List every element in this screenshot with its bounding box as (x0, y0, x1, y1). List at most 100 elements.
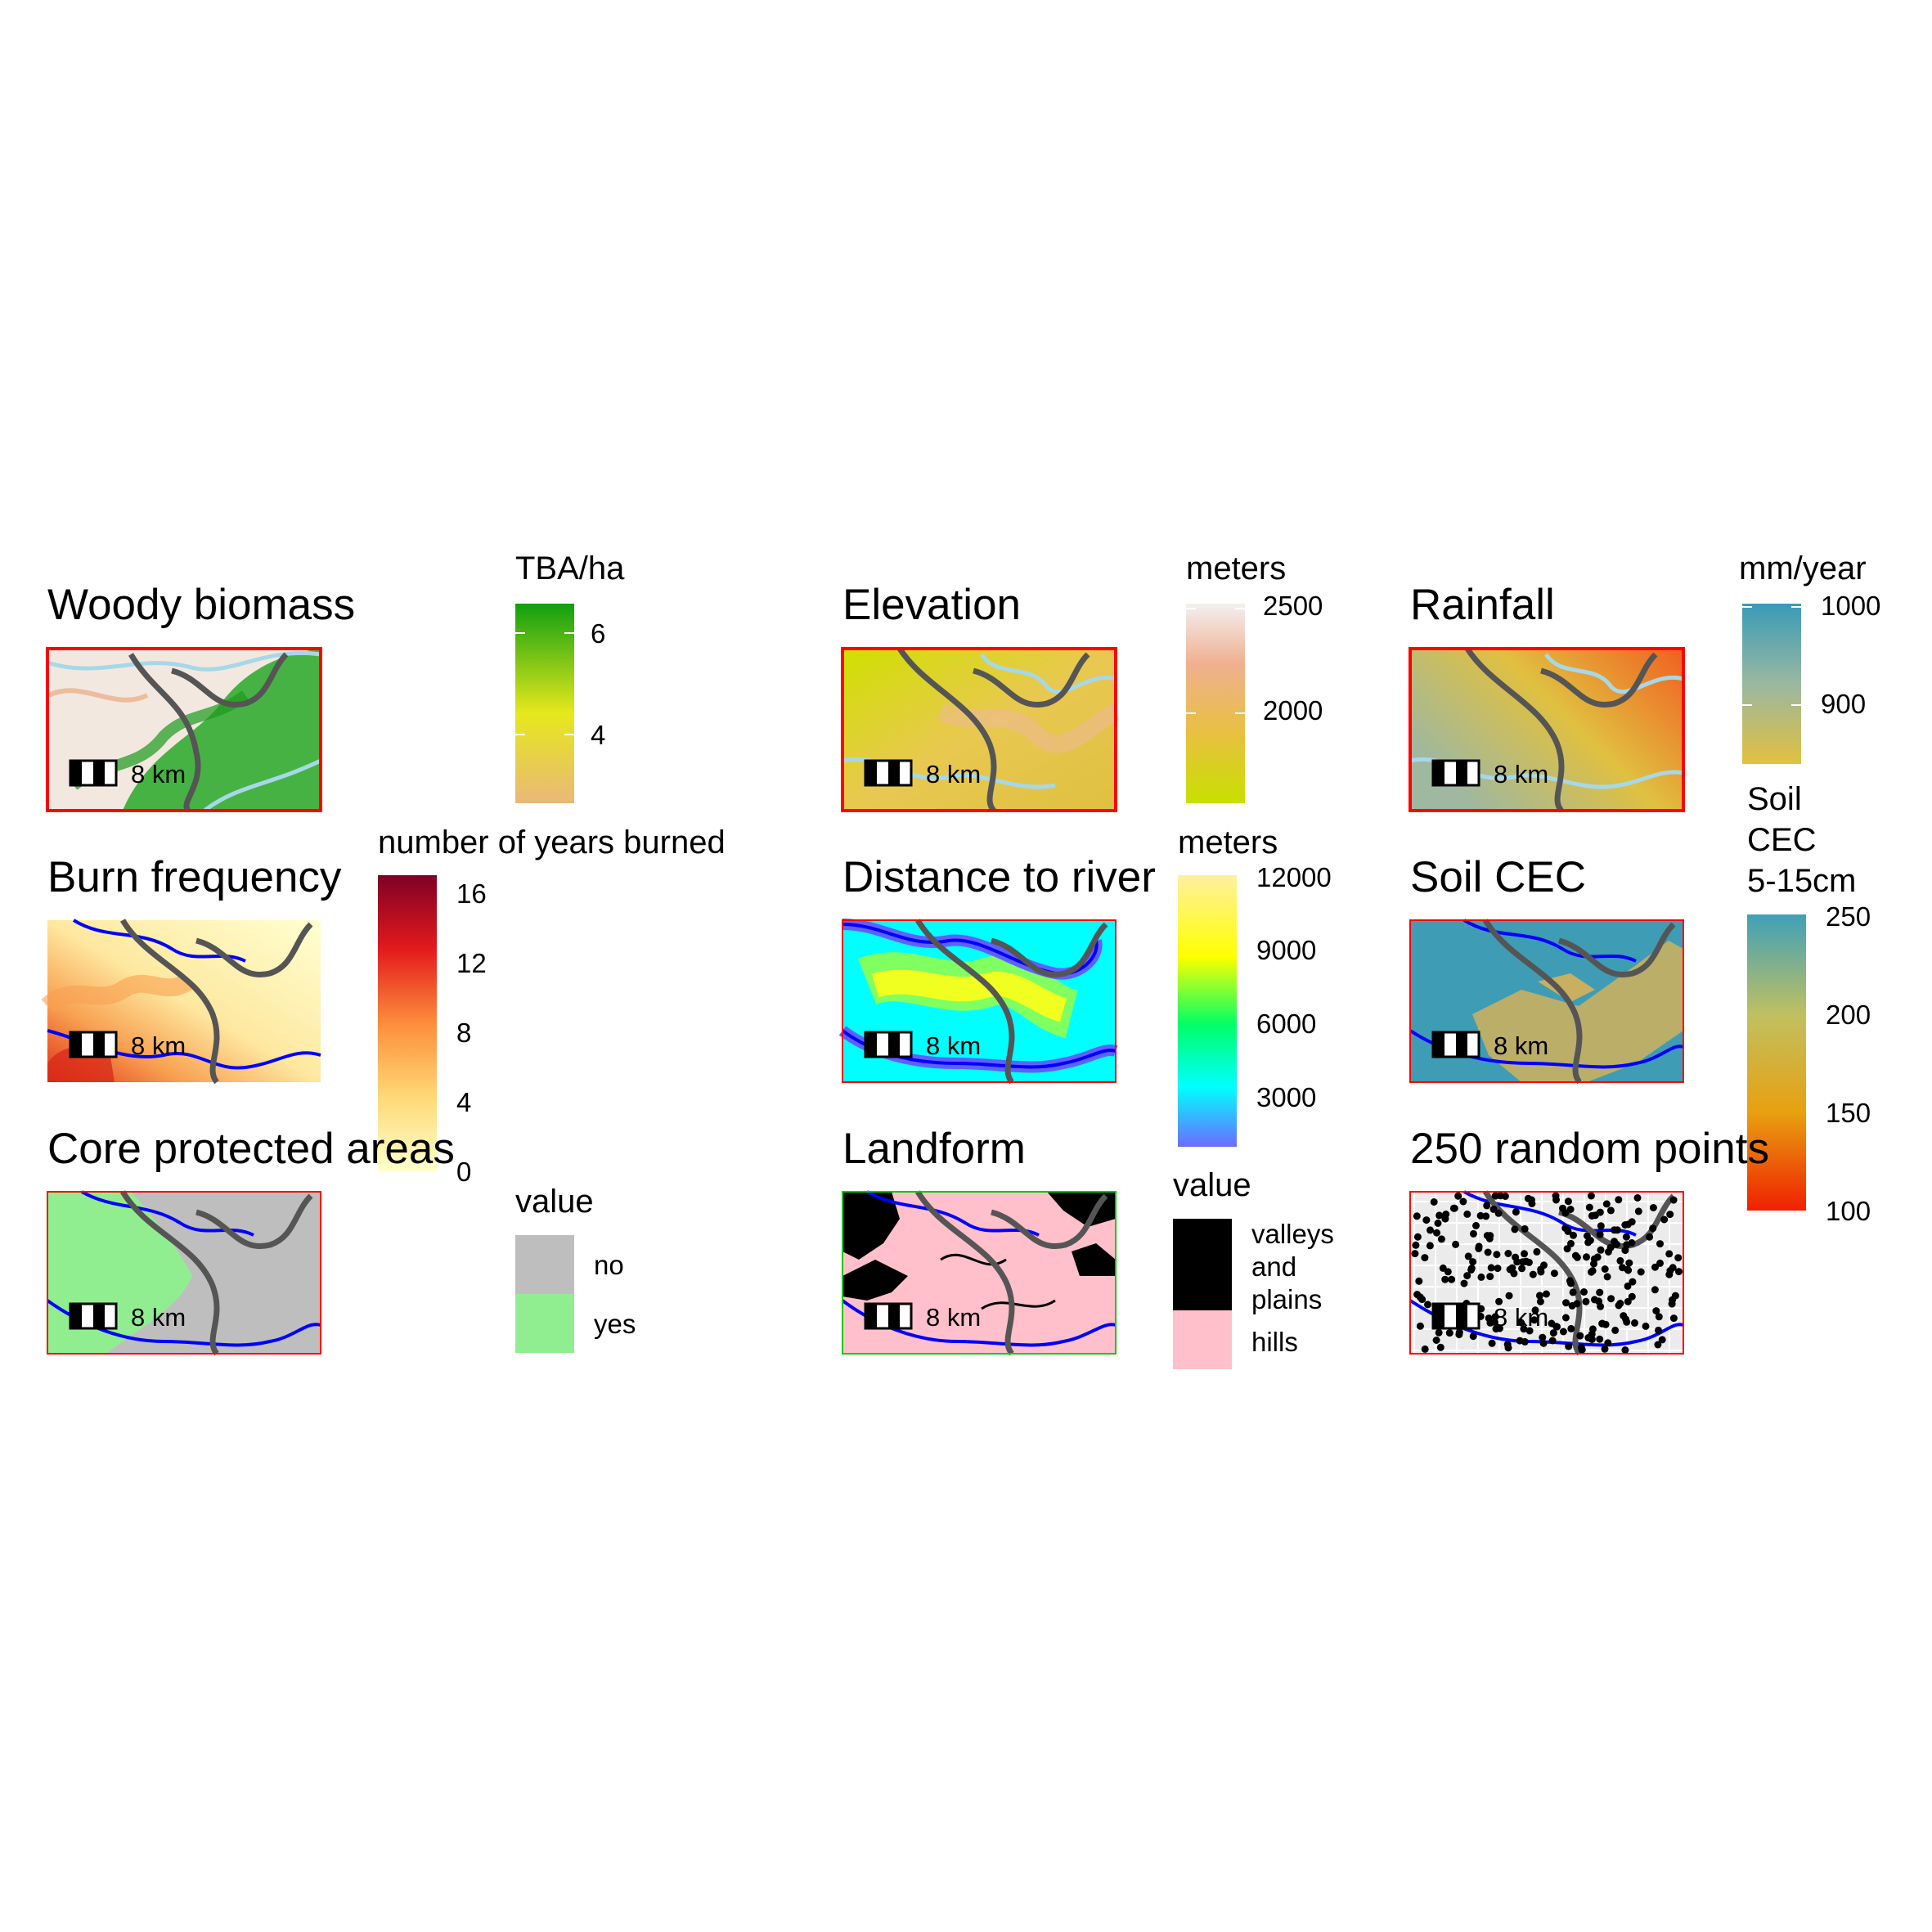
random-point (1415, 1277, 1423, 1285)
random-point (1601, 1345, 1609, 1353)
random-point (1469, 1332, 1477, 1341)
legend-tick: 12000 (1256, 862, 1332, 892)
random-point (1553, 1323, 1561, 1331)
random-point (1504, 1250, 1512, 1257)
random-point (1613, 1226, 1621, 1234)
legend-soil: Soil CEC 5-15cm 250 200 150 100 (1747, 781, 1871, 1226)
random-point (1588, 1268, 1595, 1276)
panel-title: Rainfall (1410, 581, 1555, 629)
random-point (1651, 1286, 1659, 1294)
random-point (1675, 1268, 1683, 1276)
random-point (1488, 1339, 1496, 1347)
colorbar (1742, 604, 1801, 764)
random-point (1441, 1275, 1449, 1283)
legend-title: value (515, 1184, 594, 1220)
panel-title: Soil CEC (1410, 853, 1586, 901)
legend-title: number of years burned (378, 824, 726, 860)
legend-tick: 8 (456, 1018, 471, 1048)
legend-tick: 4 (456, 1087, 471, 1117)
random-point (1665, 1270, 1674, 1278)
legend-tick: 100 (1826, 1196, 1871, 1226)
random-point (1567, 1279, 1575, 1287)
scale-bar: 8 km (864, 1031, 981, 1060)
legend-tick: 2500 (1263, 591, 1323, 621)
panel-title: Landform (842, 1125, 1026, 1173)
random-point (1550, 1269, 1558, 1278)
random-point (1637, 1268, 1645, 1276)
random-point (1576, 1332, 1584, 1340)
map-frame (1409, 1191, 1684, 1355)
legend-key-hills (1173, 1310, 1232, 1369)
random-point (1432, 1337, 1440, 1344)
random-point (1565, 1342, 1573, 1350)
random-point (1521, 1224, 1529, 1233)
random-point (1512, 1208, 1520, 1216)
legend-burn: number of years burned 16 12 8 4 0 (378, 824, 726, 1187)
legend-tick: 6 (591, 618, 605, 649)
random-point (1573, 1253, 1581, 1261)
legend-tick: 2000 (1263, 695, 1323, 726)
random-point (1631, 1319, 1638, 1327)
random-point (1540, 1261, 1548, 1269)
random-point (1421, 1254, 1429, 1262)
map-burn (41, 919, 321, 1085)
scale-label: 8 km (926, 1031, 981, 1060)
map-frame (841, 647, 1117, 812)
random-point (1535, 1292, 1543, 1300)
random-point (1561, 1224, 1570, 1232)
random-point (1518, 1265, 1526, 1273)
legend-key-no (515, 1235, 574, 1294)
random-point (1602, 1200, 1611, 1208)
random-point (1476, 1211, 1485, 1220)
random-point (1522, 1257, 1530, 1265)
random-point (1422, 1216, 1431, 1224)
legend-item: plains (1251, 1284, 1322, 1314)
random-point (1463, 1210, 1471, 1218)
random-point (1549, 1329, 1557, 1337)
random-point (1530, 1316, 1539, 1324)
legend-title: meters (1178, 824, 1278, 860)
legend-title: TBA/ha (515, 550, 625, 586)
random-point (1602, 1320, 1610, 1328)
random-point (1531, 1306, 1539, 1314)
random-point (1533, 1247, 1541, 1256)
random-point (1508, 1264, 1516, 1272)
random-point (1624, 1220, 1632, 1229)
scale-bar: 8 km (1431, 1031, 1548, 1060)
random-point (1503, 1341, 1512, 1349)
random-point (1624, 1297, 1632, 1305)
random-point (1615, 1196, 1623, 1204)
legend-landform: value valleys and plains hills (1173, 1167, 1334, 1369)
scale-label: 8 km (1494, 1031, 1548, 1060)
random-point (1619, 1264, 1626, 1272)
panel-landform: Landform 8 km value valleys and plains h… (841, 1125, 1334, 1369)
random-point (1596, 1288, 1604, 1296)
random-point (1482, 1212, 1490, 1220)
random-point (1612, 1240, 1620, 1248)
map-frame (842, 1191, 1117, 1355)
random-point (1658, 1336, 1666, 1344)
random-point (1452, 1240, 1460, 1248)
scale-bar: 8 km (1431, 1302, 1548, 1332)
random-point (1624, 1282, 1632, 1290)
scale-bar: 8 km (69, 759, 186, 789)
random-point (1463, 1272, 1471, 1280)
random-point (1561, 1314, 1570, 1322)
random-point (1413, 1233, 1422, 1241)
legend-tick: 0 (456, 1157, 471, 1187)
random-point (1484, 1248, 1492, 1256)
scale-bar: 8 km (69, 1302, 186, 1332)
legend-title: 5-15cm (1747, 863, 1856, 899)
random-point (1633, 1194, 1642, 1202)
scale-label: 8 km (131, 760, 186, 789)
legend-item: yes (594, 1309, 636, 1339)
random-point (1567, 1239, 1575, 1247)
panel-distance-to-river: Distance to river 8 km meters 12000 9000… (838, 824, 1332, 1147)
random-point (1620, 1312, 1628, 1320)
panel-burn-frequency: Burn frequency 8 km number of years burn… (41, 824, 726, 1187)
random-point (1511, 1225, 1519, 1233)
random-point (1460, 1279, 1468, 1287)
panel-title: Distance to river (842, 853, 1156, 901)
map-frame (1409, 919, 1684, 1083)
random-point (1621, 1247, 1629, 1255)
